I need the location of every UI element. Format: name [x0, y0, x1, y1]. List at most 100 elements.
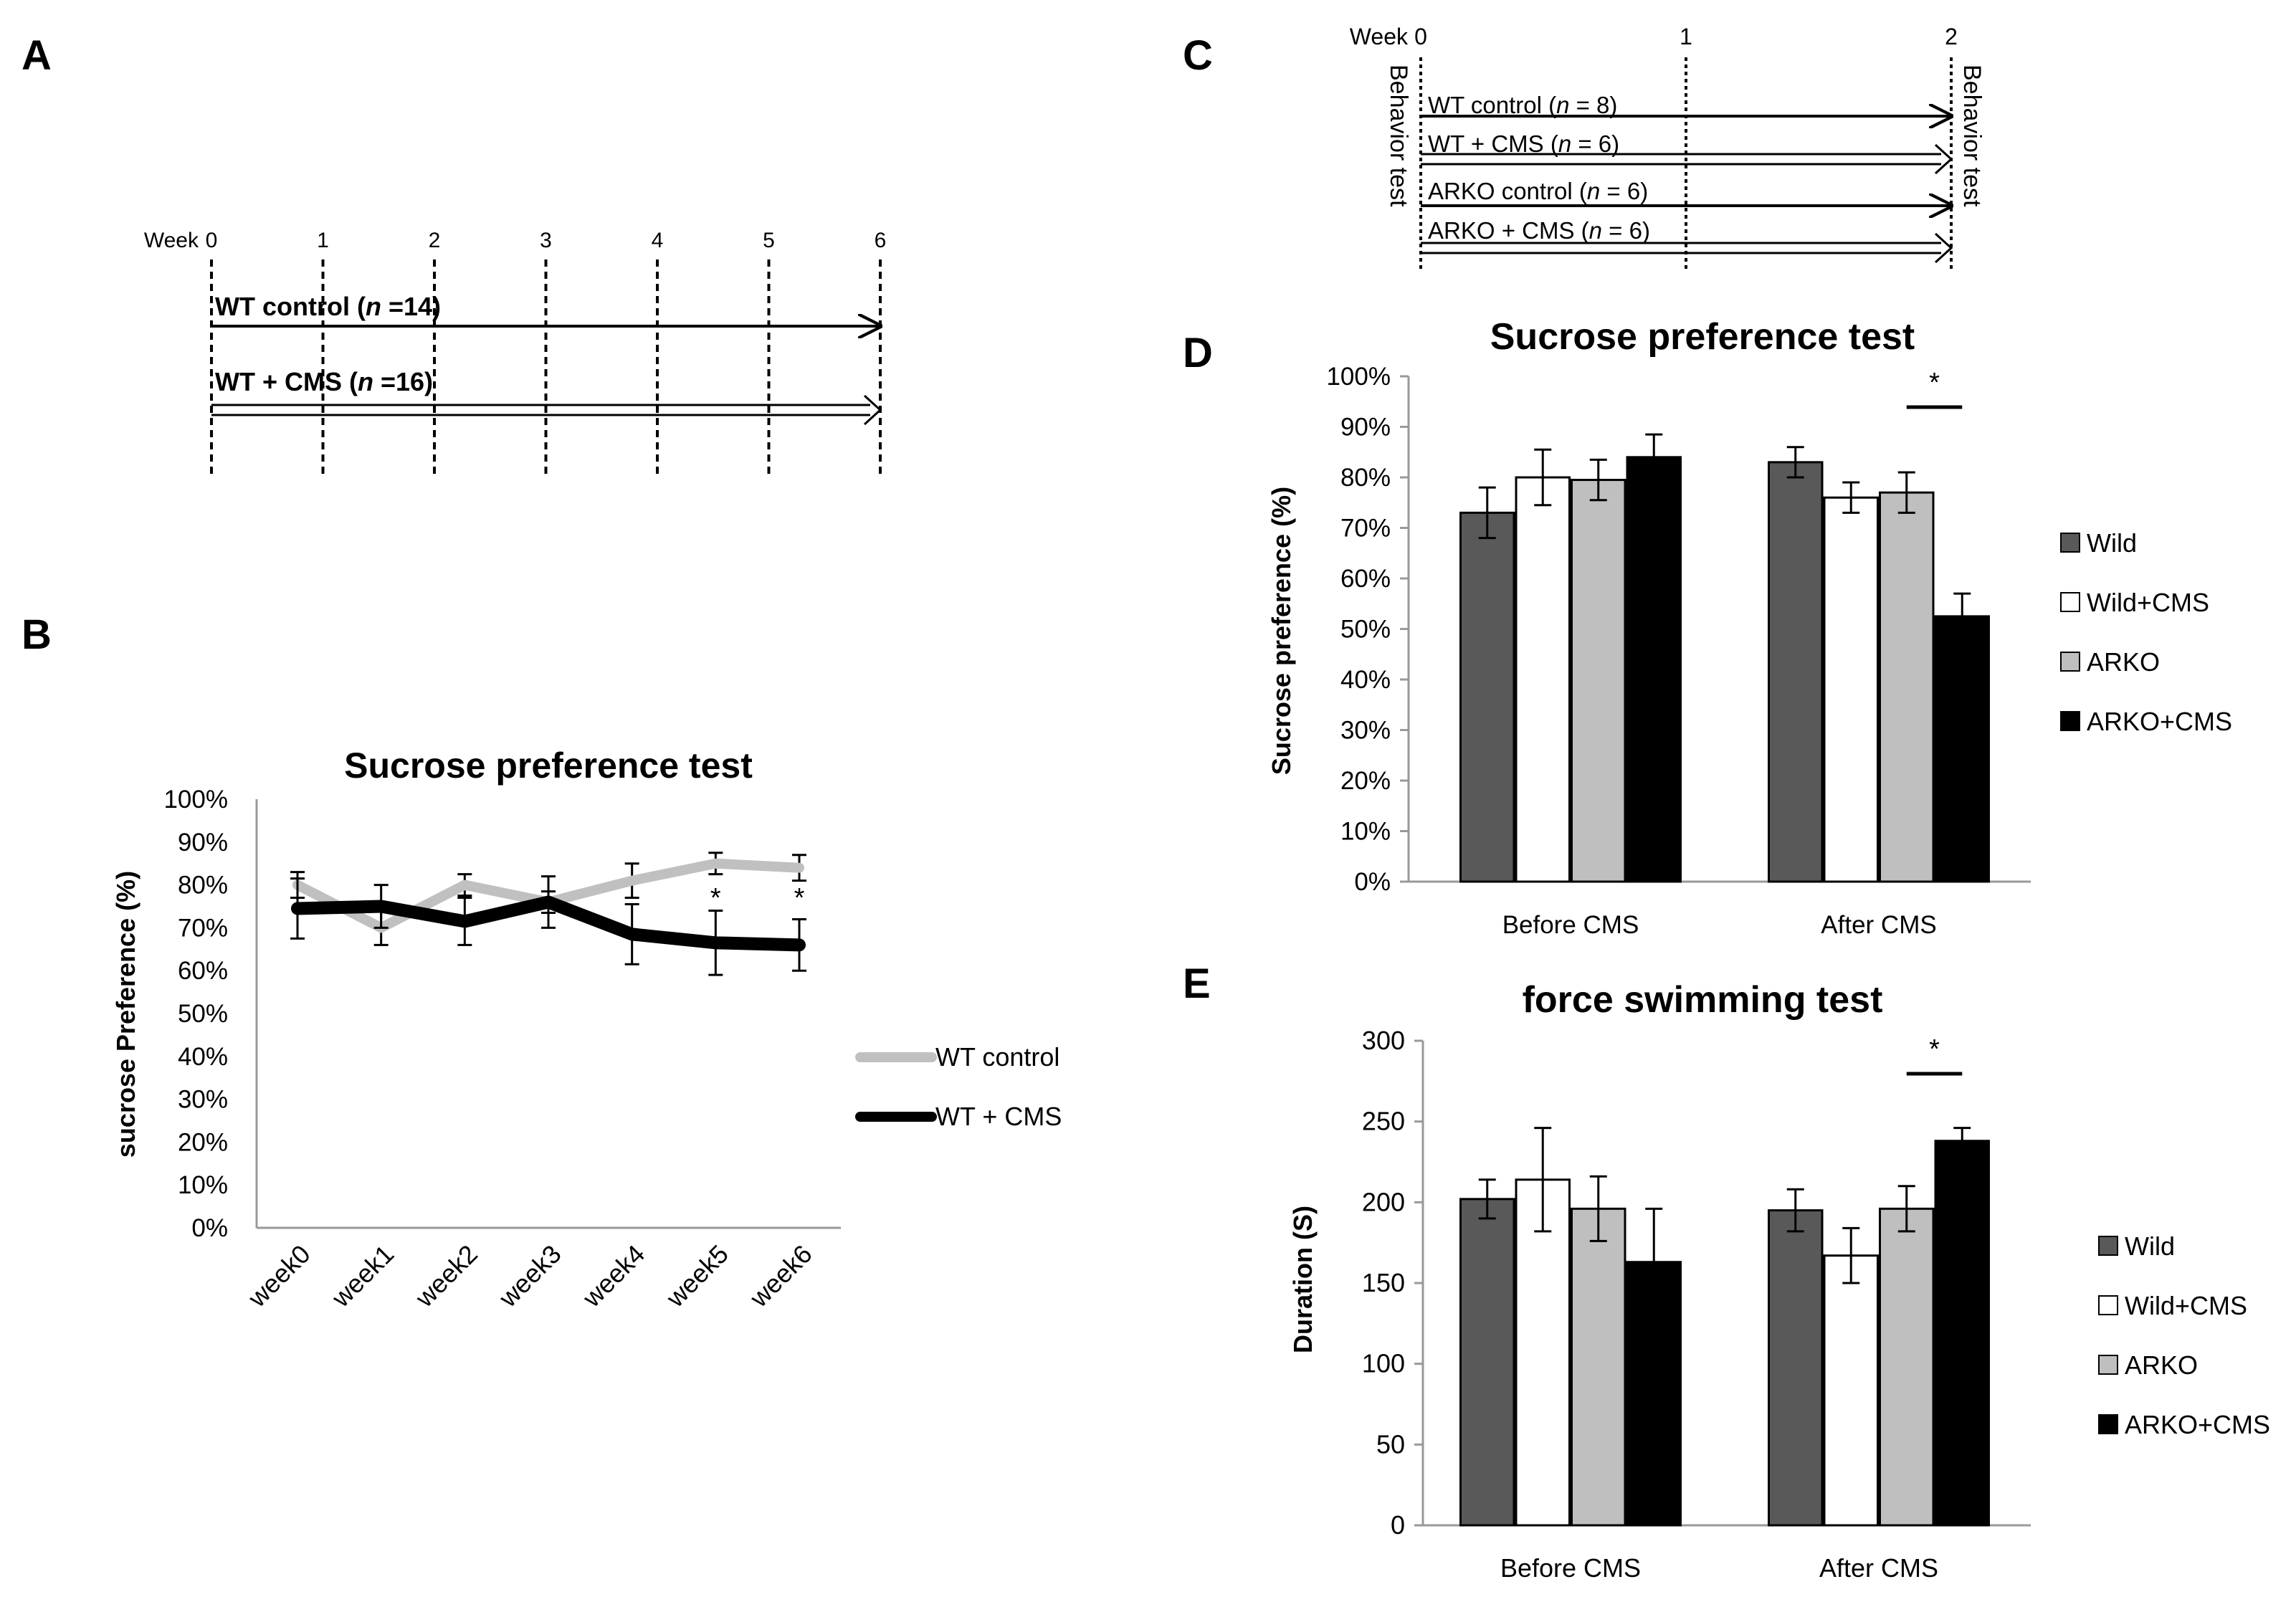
bar [1934, 1140, 1990, 1527]
significance-marker: * [710, 883, 721, 913]
bar [1515, 476, 1571, 883]
x-tick-label: week3 [492, 1239, 566, 1313]
y-tick-label: 40% [1340, 666, 1391, 694]
group-label: WT control (n =14) [215, 292, 441, 321]
bar [1934, 615, 1990, 883]
significance-marker: * [1929, 368, 1940, 398]
y-tick-label: 30% [178, 1086, 228, 1114]
bar [1571, 1207, 1626, 1527]
legend-label: Wild+CMS [2125, 1291, 2247, 1320]
legend-swatch [2060, 533, 2080, 553]
significance-marker: * [794, 883, 805, 913]
data-point [379, 905, 383, 908]
group-arrow [211, 394, 882, 426]
group-label-n: n [366, 292, 381, 321]
y-tick-label: 100 [1362, 1349, 1405, 1378]
series-1 [1459, 1178, 1824, 1527]
line-chart-b: Sucrose preference test 0% 10% 20% 30% 40% 50%… [111, 745, 1062, 1313]
data-point [463, 883, 467, 887]
bar-chart-e: force swimming test 0 50 100 150 200 250 300 Dur… [1288, 979, 2270, 1583]
y-tick-label: 80% [1340, 464, 1391, 492]
panel-letter-e: E [1183, 960, 1211, 1007]
y-tick-label: 20% [178, 1128, 228, 1156]
series-2 [290, 875, 806, 976]
behavior-test-label-right: Behavior test [1958, 65, 1986, 207]
bar-chart-d: Sucrose preference test 0% 10% 20% 30% 40% 50%… [1267, 316, 2232, 939]
y-tick-label: 100% [1326, 363, 1391, 391]
legend-label: WT + CMS [935, 1102, 1062, 1131]
bar [1571, 479, 1626, 883]
bar [1459, 1198, 1515, 1527]
data-point [547, 900, 550, 904]
group-label-prefix: WT control ( [215, 292, 366, 321]
week-tick-label: 3 [540, 229, 552, 252]
legend: Wild Wild+CMS ARKO ARKO+CMS [2060, 528, 2232, 736]
legend-swatch [2060, 592, 2080, 612]
group-label: ARKO control (n = 6) [1428, 178, 1648, 204]
legend: WT control WT + CMS [855, 1042, 1062, 1131]
x-tick-label: Before CMS [1500, 1553, 1641, 1583]
x-tick-label: week0 [242, 1239, 315, 1313]
week-tick-label: 1 [317, 229, 329, 252]
week-tick-label: 2 [429, 229, 441, 252]
week-axis-label: Week [144, 229, 199, 252]
series-4 [1626, 1127, 1990, 1527]
group-label-prefix: WT control ( [1428, 92, 1556, 118]
x-tick-label: week1 [325, 1239, 399, 1313]
y-tick-label: 90% [1340, 414, 1391, 442]
y-tick-label: 150 [1362, 1268, 1405, 1297]
x-tick-label: week4 [576, 1239, 650, 1313]
legend-label: Wild+CMS [2087, 588, 2209, 617]
y-axis-title: Duration (S) [1288, 1206, 1318, 1353]
legend-label: WT control [935, 1042, 1059, 1072]
y-tick-label: 300 [1362, 1026, 1405, 1055]
bar [1823, 496, 1879, 883]
panel-letter-c: C [1183, 32, 1213, 79]
legend-label: ARKO [2087, 647, 2160, 677]
legend-swatch [2098, 1236, 2118, 1256]
group-label-suffix: = 6) [1600, 178, 1648, 204]
data-point [296, 907, 299, 910]
data-point [630, 879, 634, 882]
data-point [463, 920, 467, 923]
bar [1515, 1178, 1571, 1527]
legend-label: Wild [2087, 528, 2137, 558]
bar [1626, 456, 1682, 883]
y-tick-label: 50 [1376, 1429, 1405, 1459]
arrow-head [1934, 232, 1953, 264]
y-tick-label: 200 [1362, 1187, 1405, 1216]
x-tick-label: week5 [660, 1239, 734, 1313]
y-tick-label: 0% [191, 1214, 228, 1242]
data-point [714, 941, 718, 945]
y-tick-label: 10% [178, 1171, 228, 1199]
series-1 [1459, 446, 1824, 883]
data-point [630, 933, 634, 936]
y-tick-label: 10% [1340, 818, 1391, 846]
data-point [798, 866, 801, 869]
y-tick-label: 20% [1340, 767, 1391, 795]
group-label-suffix: =16) [373, 367, 433, 396]
legend: Wild Wild+CMS ARKO ARKO+CMS [2098, 1231, 2270, 1439]
week-tick-label: 5 [763, 229, 775, 252]
group-arrow [1421, 232, 1953, 264]
data-point [798, 943, 801, 947]
legend-label: ARKO [2125, 1350, 2198, 1380]
data-point [714, 862, 718, 865]
week-tick-label: 1 [1680, 24, 1692, 49]
group-label-suffix: = 8) [1569, 92, 1617, 118]
y-tick-label: 100% [163, 786, 228, 814]
y-tick-label: 60% [178, 957, 228, 985]
chart-title: force swimming test [1523, 979, 1883, 1021]
series-4 [1626, 433, 1990, 883]
chart-title: Sucrose preference test [1490, 316, 1915, 358]
week-tick-label: 4 [652, 229, 664, 252]
y-tick-label: 60% [1340, 565, 1391, 593]
group-label-prefix: WT + CMS ( [1428, 130, 1558, 157]
timeline-panel-a: Week 0 1 2 3 4 5 6WT control (n =14)WT + CMS (n… [144, 229, 886, 475]
group-label: WT + CMS (n = 6) [1428, 130, 1619, 157]
y-tick-label: 70% [1340, 515, 1391, 543]
y-tick-label: 30% [1340, 717, 1391, 745]
week-tick-label: 0 [206, 229, 218, 252]
group-label: WT control (n = 8) [1428, 92, 1617, 118]
